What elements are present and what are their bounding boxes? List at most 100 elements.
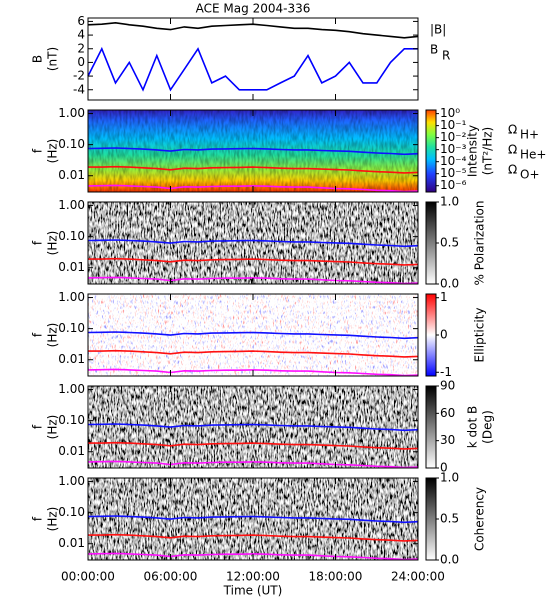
- trace: [87, 184, 419, 193]
- colorbar: [425, 109, 437, 193]
- legend-label: |B|: [430, 23, 446, 37]
- y-tick-label: 1.00: [58, 290, 85, 304]
- legend-label: Ω: [508, 143, 517, 157]
- trace: [87, 21, 419, 39]
- y-axis-label: (Hz): [46, 323, 60, 348]
- y-axis-label: (Hz): [46, 139, 60, 164]
- colorbar-tick-label: 10⁻⁵: [440, 166, 467, 180]
- spectrogram-texture: [88, 294, 418, 376]
- colorbar: [425, 293, 437, 377]
- y-tick-label: 1.00: [58, 474, 85, 488]
- y-tick-label: 0.01: [58, 444, 85, 458]
- colorbar: [425, 201, 437, 285]
- colorbar-tick-label: 0.5: [440, 236, 459, 250]
- y-tick-label: 1.00: [58, 198, 85, 212]
- colorbar-tick-label: 90: [440, 379, 455, 393]
- trace: [87, 147, 419, 156]
- colorbar-tick-label: 60: [440, 406, 455, 420]
- x-tick-label: 00:00:00: [61, 570, 115, 584]
- y-axis-label: f: [31, 240, 45, 245]
- colorbar-tick-label: 30: [440, 433, 455, 447]
- chart-title: ACE Mag 2004-336: [196, 2, 311, 16]
- y-axis-label: f: [31, 424, 45, 429]
- legend-sub: He+: [520, 148, 546, 162]
- colorbar-tick-label: 0.0: [440, 277, 459, 291]
- y-tick-label: 0.01: [58, 352, 85, 366]
- y-tick-label: 1.00: [58, 106, 85, 120]
- y-tick-label: 4: [77, 28, 85, 42]
- y-axis-label: (nT): [46, 47, 60, 71]
- y-axis-label: f: [31, 332, 45, 337]
- trace: [87, 331, 419, 340]
- trace: [87, 239, 419, 248]
- y-tick-label: 0.10: [58, 229, 85, 243]
- plot-frame: [87, 17, 419, 101]
- colorbar: [425, 477, 437, 561]
- colorbar-label: % Polarization: [473, 201, 487, 286]
- trace: [88, 257, 419, 266]
- y-axis-label: f: [31, 148, 45, 153]
- x-tick-label: 18:00:00: [309, 570, 363, 584]
- trace: [87, 276, 419, 285]
- colorbar-tick-label: 10⁻¹: [440, 118, 467, 132]
- colorbar-tick-label: 10⁰: [440, 106, 460, 120]
- y-tick-label: 6: [77, 14, 85, 28]
- trace: [87, 46, 418, 92]
- colorbar-tick-label: 1.0: [440, 195, 459, 209]
- trace: [88, 533, 419, 542]
- spectrogram-texture: [88, 478, 418, 560]
- spectrogram-texture: [88, 202, 418, 284]
- colorbar-tick-label: 1.0: [440, 471, 459, 485]
- legend-sub: H+: [520, 128, 539, 142]
- y-axis-label: (Hz): [46, 415, 60, 440]
- colorbar-tick-label: 1: [440, 290, 448, 304]
- colorbar-label: Intensity: [466, 125, 480, 177]
- legend-sub: O+: [520, 168, 540, 182]
- colorbar-label: Ellipticity: [473, 308, 487, 363]
- y-tick-label: -2: [73, 69, 85, 83]
- colorbar-tick-label: 10⁻³: [440, 142, 467, 156]
- trace: [87, 423, 419, 432]
- y-axis-label: (Hz): [46, 231, 60, 256]
- trace: [87, 515, 419, 524]
- y-tick-label: 0.10: [58, 413, 85, 427]
- trace: [87, 552, 419, 561]
- colorbar-tick-label: 10⁻⁶: [440, 178, 467, 192]
- y-tick-label: 1.00: [58, 382, 85, 396]
- y-tick-label: 0.01: [58, 168, 85, 182]
- colorbar: [425, 385, 437, 469]
- legend-label: Ω: [508, 163, 517, 177]
- x-tick-label: 12:00:00: [226, 570, 280, 584]
- trace: [88, 441, 419, 450]
- colorbar-label: k dot B: [466, 406, 480, 448]
- y-axis-label: f: [31, 516, 45, 521]
- y-axis-label: B: [31, 55, 45, 63]
- trace: [87, 460, 419, 469]
- colorbar-tick-label: 0.0: [440, 553, 459, 567]
- colorbar-label: Coherency: [473, 487, 487, 551]
- y-axis-label: (Hz): [46, 507, 60, 532]
- colorbar-tick-label: 10⁻⁴: [440, 154, 467, 168]
- legend-sub: R: [442, 49, 450, 63]
- colorbar-tick-label: -1: [440, 365, 452, 379]
- y-tick-label: 2: [77, 41, 85, 55]
- trace: [87, 368, 419, 377]
- y-tick-label: 0.10: [58, 505, 85, 519]
- trace: [88, 165, 419, 174]
- trace: [88, 349, 419, 358]
- legend-label: Ω: [508, 123, 517, 137]
- colorbar-tick-label: 10⁻²: [440, 130, 467, 144]
- spectrogram-texture: [88, 110, 418, 192]
- x-tick-label: 24:00:00: [391, 570, 445, 584]
- y-tick-label: 0.10: [58, 321, 85, 335]
- y-tick-label: 0.10: [58, 137, 85, 151]
- colorbar-label: (nT²/Hz): [481, 127, 495, 175]
- spectrogram-texture: [88, 386, 418, 468]
- y-tick-label: -4: [73, 82, 85, 96]
- colorbar-tick-label: 0: [440, 461, 448, 475]
- y-tick-label: 0: [77, 55, 85, 69]
- y-tick-label: 0.01: [58, 536, 85, 550]
- colorbar-tick-label: 0.5: [440, 512, 459, 526]
- legend-label: B: [430, 43, 438, 57]
